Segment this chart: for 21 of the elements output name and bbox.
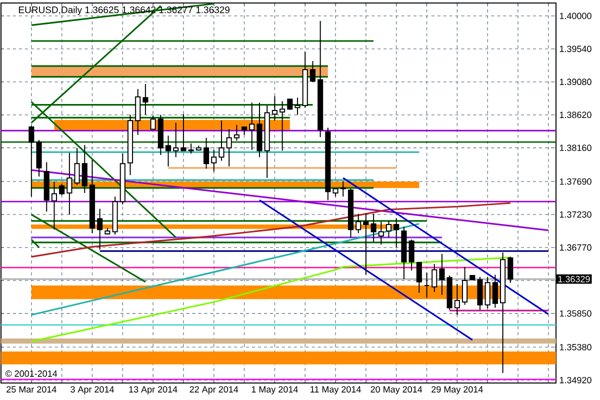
x-tick-label: 22 Apr 2014 (190, 386, 238, 394)
annotation: © 2001-2014 (5, 370, 58, 377)
y-tick-label: 1.34920 (560, 376, 592, 384)
y-tick-label: 1.37690 (560, 178, 592, 185)
y-tick-label: 1.35380 (560, 344, 592, 350)
y-tick-label: 1.40000 (560, 12, 592, 20)
y-tick-label: 1.38160 (560, 144, 592, 152)
x-tick-label: 1 May 2014 (252, 386, 298, 394)
x-tick-label: 29 May 2014 (432, 386, 483, 394)
x-tick-label: 25 Mar 2014 (6, 386, 56, 393)
x-tick-label: 11 May 2014 (310, 386, 361, 394)
y-tick-label: 1.37230 (560, 211, 592, 218)
y-tick-label: 1.39080 (560, 78, 592, 86)
x-tick-label: 13 Apr 2014 (129, 386, 178, 394)
x-tick-label: 20 May 2014 (370, 386, 422, 394)
y-tick-label: 1.39540 (560, 46, 592, 52)
x-tick-label: 3 Apr 2014 (70, 386, 114, 394)
ref-line-label: 1.36329 (558, 276, 590, 282)
y-tick-label: 1.36770 (560, 244, 592, 251)
y-tick-label: 1.35850 (560, 310, 592, 317)
y-tick-label: 1.38620 (560, 112, 592, 118)
